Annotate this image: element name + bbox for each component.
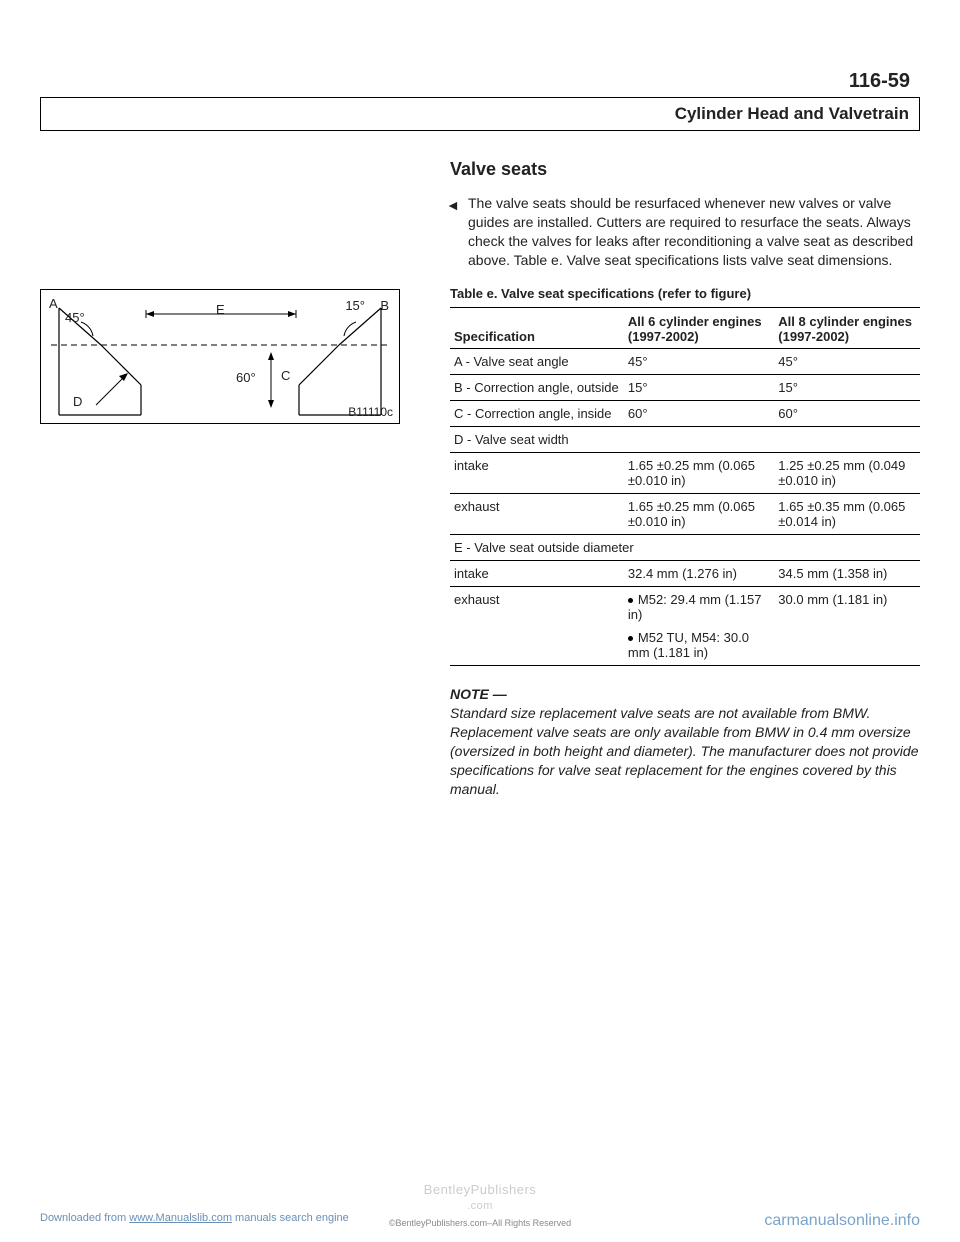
cell: M52: 29.4 mm (1.157 in) M52 TU, M54: 30.… <box>624 586 774 665</box>
fig-letter-b: B <box>380 298 389 313</box>
cell: exhaust <box>450 586 624 665</box>
cell: A - Valve seat angle <box>450 348 624 374</box>
right-column: Valve seats ◄ The valve seats should be … <box>450 159 920 799</box>
cell: 1.65 ±0.25 mm (0.065 ±0.010 in) <box>624 452 774 493</box>
cell: 60° <box>774 400 920 426</box>
page-number: 116-59 <box>40 70 920 93</box>
th-8cyl: All 8 cylinder engines (1997-2002) <box>774 307 920 348</box>
table-row: intake 32.4 mm (1.276 in) 34.5 mm (1.358… <box>450 560 920 586</box>
watermark-b: .com <box>467 1200 493 1212</box>
section-title: Valve seats <box>450 159 920 180</box>
header-title: Cylinder Head and Valvetrain <box>675 104 909 123</box>
cell: intake <box>450 452 624 493</box>
spec-table: Specification All 6 cylinder engines (19… <box>450 307 920 666</box>
cell: E - Valve seat outside diameter <box>450 534 920 560</box>
table-header-row: Specification All 6 cylinder engines (19… <box>450 307 920 348</box>
cell: B - Correction angle, outside <box>450 374 624 400</box>
triangle-icon: ◄ <box>446 196 460 215</box>
valve-seat-figure: A 45° E 15° B 60° C D B11110c <box>40 289 400 424</box>
fig-angle-60: 60° <box>236 370 256 385</box>
fig-letter-e: E <box>216 302 225 317</box>
cell: 1.65 ±0.25 mm (0.065 ±0.010 in) <box>624 493 774 534</box>
table-row: A - Valve seat angle 45° 45° <box>450 348 920 374</box>
header-box: Cylinder Head and Valvetrain <box>40 97 920 131</box>
fig-letter-d: D <box>73 394 82 409</box>
note-heading: NOTE — <box>450 686 507 702</box>
cell: D - Valve seat width <box>450 426 920 452</box>
cell: 1.65 ±0.35 mm (0.065 ±0.014 in) <box>774 493 920 534</box>
footer-watermark: BentleyPublishers .com <box>0 1182 960 1212</box>
cell: 60° <box>624 400 774 426</box>
table-caption: Table e. Valve seat specifications (refe… <box>450 286 920 301</box>
footer-left-a: Downloaded from <box>40 1212 129 1224</box>
th-spec: Specification <box>450 307 624 348</box>
table-row: exhaust M52: 29.4 mm (1.157 in) M52 TU, … <box>450 586 920 665</box>
fig-angle-45: 45° <box>65 310 85 325</box>
watermark-a: BentleyPublishers <box>424 1182 537 1197</box>
page-container: 116-59 Cylinder Head and Valvetrain <box>0 0 960 829</box>
cell: C - Correction angle, inside <box>450 400 624 426</box>
cell: 34.5 mm (1.358 in) <box>774 560 920 586</box>
table-row: C - Correction angle, inside 60° 60° <box>450 400 920 426</box>
note-body: Standard size replacement valve seats ar… <box>450 705 919 797</box>
intro-paragraph: ◄ The valve seats should be resurfaced w… <box>450 194 920 270</box>
cell: 45° <box>624 348 774 374</box>
fig-letter-a: A <box>49 296 58 311</box>
cell-text: M52: 29.4 mm (1.157 in) <box>628 592 762 622</box>
footer-right[interactable]: carmanualsonline.info <box>764 1212 920 1230</box>
footer-left: Downloaded from www.Manualslib.com manua… <box>40 1212 349 1230</box>
table-row: D - Valve seat width <box>450 426 920 452</box>
left-column: A 45° E 15° B 60° C D B11110c <box>40 159 420 799</box>
cell: 15° <box>774 374 920 400</box>
figure-label: B11110c <box>348 405 393 419</box>
cell: exhaust <box>450 493 624 534</box>
bullet-icon <box>628 598 633 603</box>
bullet-icon <box>628 636 633 641</box>
table-row: exhaust 1.65 ±0.25 mm (0.065 ±0.010 in) … <box>450 493 920 534</box>
table-row: B - Correction angle, outside 15° 15° <box>450 374 920 400</box>
table-row: E - Valve seat outside diameter <box>450 534 920 560</box>
fig-letter-c: C <box>281 368 290 383</box>
footer-left-link[interactable]: www.Manualslib.com <box>129 1212 232 1224</box>
cell-text: M52 TU, M54: 30.0 mm (1.181 in) <box>628 630 749 660</box>
cell: intake <box>450 560 624 586</box>
cell: 32.4 mm (1.276 in) <box>624 560 774 586</box>
intro-text: The valve seats should be resurfaced whe… <box>468 195 913 268</box>
fig-angle-15: 15° <box>345 298 365 313</box>
th-6cyl: All 6 cylinder engines (1997-2002) <box>624 307 774 348</box>
cell: 45° <box>774 348 920 374</box>
footer-bar: Downloaded from www.Manualslib.com manua… <box>0 1212 960 1230</box>
content-row: A 45° E 15° B 60° C D B11110c Valve seat… <box>40 159 920 799</box>
cell: 1.25 ±0.25 mm (0.049 ±0.010 in) <box>774 452 920 493</box>
cell: 30.0 mm (1.181 in) <box>774 586 920 665</box>
footer-left-b: manuals search engine <box>232 1212 349 1224</box>
cell: 15° <box>624 374 774 400</box>
note-block: NOTE — Standard size replacement valve s… <box>450 686 920 799</box>
table-row: intake 1.65 ±0.25 mm (0.065 ±0.010 in) 1… <box>450 452 920 493</box>
